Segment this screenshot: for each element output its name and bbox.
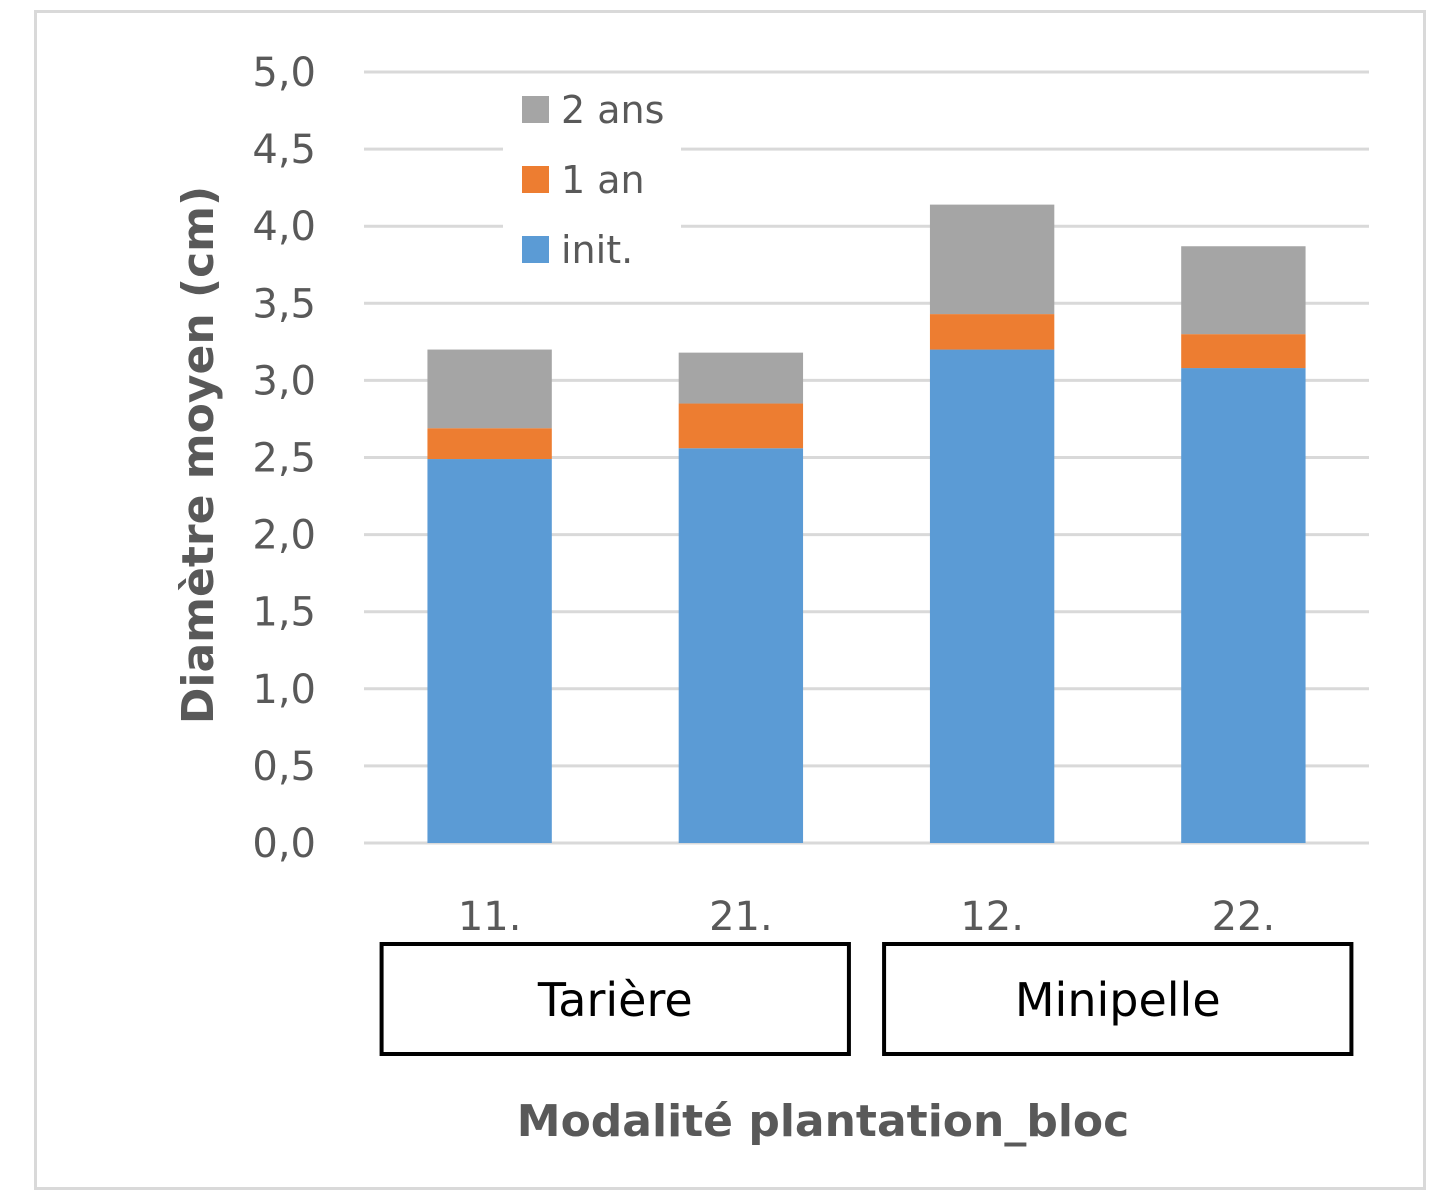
y-tick-label: 2,5	[252, 436, 316, 482]
bar-segment	[1181, 368, 1306, 843]
y-tick-label: 0,5	[252, 744, 316, 790]
y-tick-labels: 0,0 0,5 1,0 1,5 2,0 2,5 3,0 3,5 4,0 4,5 5,0	[252, 50, 316, 867]
bar-segment	[678, 448, 804, 843]
bar-segment	[929, 204, 1055, 315]
y-tick-label: 1,0	[252, 667, 316, 713]
y-tick-label: 0,0	[252, 821, 316, 867]
legend-label: 2 ans	[561, 88, 664, 132]
bar-segment	[1181, 246, 1306, 335]
bar-segment	[427, 459, 552, 843]
y-tick-label: 1,5	[252, 590, 316, 636]
legend: 2 ans 1 an init.	[503, 80, 681, 288]
y-tick-label: 2,0	[252, 513, 316, 559]
x-tick-label: 21.	[709, 894, 773, 940]
group-boxes: Tarière Minipelle	[379, 942, 1354, 1056]
group-box	[882, 942, 1354, 1056]
x-tick-label: 11.	[458, 894, 522, 940]
bar-segment	[427, 428, 552, 460]
x-tick-label: 12.	[960, 894, 1024, 940]
legend-swatch	[522, 236, 549, 263]
x-tick-labels: 11. 21. 12. 22.	[458, 894, 1275, 940]
x-axis-title: Modalité plantation_bloc	[517, 1096, 1129, 1147]
y-tick-label: 4,0	[252, 204, 316, 250]
group-box	[379, 942, 851, 1056]
y-tick-label: 3,5	[252, 281, 316, 327]
y-tick-label: 4,5	[252, 127, 316, 173]
legend-swatch	[522, 166, 549, 193]
bar-segment	[427, 349, 552, 429]
y-tick-label: 5,0	[252, 50, 316, 96]
bar-segment	[929, 314, 1055, 350]
group-label: Tarière	[537, 973, 693, 1027]
legend-label: 1 an	[561, 158, 645, 202]
legend-label: init.	[561, 228, 633, 272]
bar-segment	[929, 349, 1055, 843]
x-tick-label: 22.	[1212, 894, 1276, 940]
group-label: Minipelle	[1015, 973, 1221, 1027]
bar-segment	[678, 352, 804, 404]
y-axis-title: Diamètre moyen (cm)	[173, 186, 224, 724]
bar-segment	[1181, 334, 1306, 369]
y-tick-label: 3,0	[252, 358, 316, 404]
bar-segment	[678, 403, 804, 449]
legend-swatch	[522, 96, 549, 123]
bars	[427, 204, 1306, 843]
